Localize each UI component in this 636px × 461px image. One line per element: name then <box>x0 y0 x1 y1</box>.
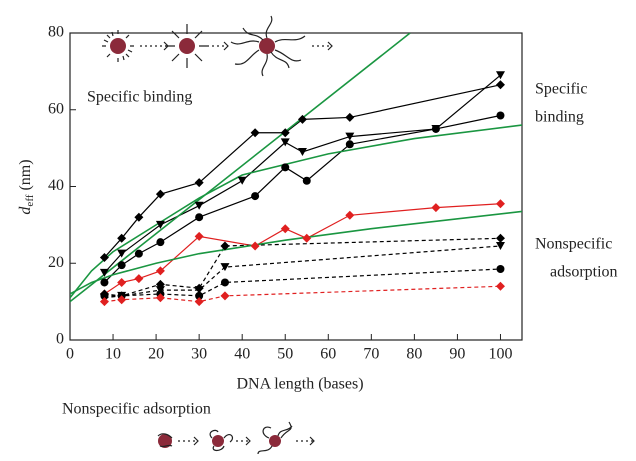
x-tick-label: 90 <box>449 346 465 363</box>
series-line <box>104 268 501 297</box>
marker <box>495 241 505 250</box>
series-line <box>70 210 522 295</box>
marker <box>117 233 127 243</box>
marker <box>194 201 204 210</box>
x-tick-label: 30 <box>191 346 207 363</box>
marker <box>496 265 505 274</box>
x-tick-label: 0 <box>66 346 74 363</box>
marker <box>194 231 204 241</box>
series-line <box>70 33 411 303</box>
marker <box>220 278 229 287</box>
marker <box>495 233 505 243</box>
annotation: Specific binding <box>87 89 192 106</box>
marker <box>345 112 355 122</box>
marker <box>117 295 127 305</box>
annotation: Nonspecific adsorption <box>62 401 211 418</box>
marker <box>117 249 127 258</box>
x-tick-label: 10 <box>105 346 121 363</box>
marker <box>99 252 109 262</box>
marker <box>250 241 260 251</box>
series-line <box>104 203 501 295</box>
marker <box>155 266 165 276</box>
marker <box>195 213 204 222</box>
marker <box>297 147 307 156</box>
series-line <box>103 74 501 274</box>
marker <box>100 278 109 287</box>
marker <box>99 268 109 277</box>
marker <box>195 291 204 300</box>
y-label-unit: (nm) <box>17 159 34 190</box>
marker <box>297 114 307 124</box>
marker <box>100 291 109 300</box>
marker <box>155 220 165 229</box>
x-tick-label: 20 <box>148 346 164 363</box>
marker <box>345 140 354 149</box>
marker <box>345 132 355 141</box>
marker <box>496 111 505 120</box>
marker <box>220 291 230 301</box>
marker <box>302 176 311 185</box>
marker <box>155 293 165 303</box>
annotation: Specific <box>535 81 587 98</box>
marker <box>134 274 144 284</box>
marker <box>194 178 204 188</box>
marker <box>117 261 126 270</box>
annotation: Nonspecific <box>535 236 612 253</box>
marker <box>156 238 165 247</box>
marker <box>280 224 290 234</box>
marker <box>495 199 505 209</box>
marker <box>117 277 127 287</box>
marker <box>431 203 441 213</box>
annotation: binding <box>535 109 584 126</box>
y-tick-label: 20 <box>48 254 64 271</box>
marker <box>281 163 290 172</box>
x-tick-label: 70 <box>363 346 379 363</box>
x-tick-label: 50 <box>277 346 293 363</box>
marker <box>302 233 312 243</box>
y-label-main: d <box>17 206 34 215</box>
y-tick-label: 60 <box>48 100 64 117</box>
marker <box>220 241 230 251</box>
y-tick-label: 0 <box>56 331 64 348</box>
series-line <box>70 124 522 299</box>
marker <box>134 212 144 222</box>
marker <box>495 281 505 291</box>
series-line <box>104 114 501 283</box>
y-label-sub: eff <box>24 194 36 206</box>
marker <box>134 249 143 258</box>
marker <box>194 297 204 307</box>
marker <box>194 286 204 295</box>
y-tick-label: 40 <box>48 177 64 194</box>
series-line <box>103 84 501 258</box>
marker <box>251 192 260 201</box>
annotation: adsorption <box>550 264 618 281</box>
x-tick-label: 60 <box>320 346 336 363</box>
marker <box>280 128 290 138</box>
x-tick-label: 100 <box>488 346 512 363</box>
x-tick-label: 40 <box>234 346 250 363</box>
marker <box>155 189 165 199</box>
marker <box>495 80 505 90</box>
marker <box>345 210 355 220</box>
icons-top <box>102 15 333 77</box>
marker <box>99 297 109 307</box>
icons-bottom <box>157 421 315 455</box>
marker <box>280 138 290 147</box>
y-axis-label: deff (nm) <box>17 159 36 214</box>
marker <box>495 71 505 80</box>
marker <box>237 176 247 185</box>
marker <box>431 124 440 133</box>
y-tick-label: 80 <box>48 24 64 41</box>
x-axis-label: DNA length (bases) <box>236 376 363 393</box>
marker <box>250 128 260 138</box>
marker <box>220 263 230 272</box>
x-tick-label: 80 <box>406 346 422 363</box>
